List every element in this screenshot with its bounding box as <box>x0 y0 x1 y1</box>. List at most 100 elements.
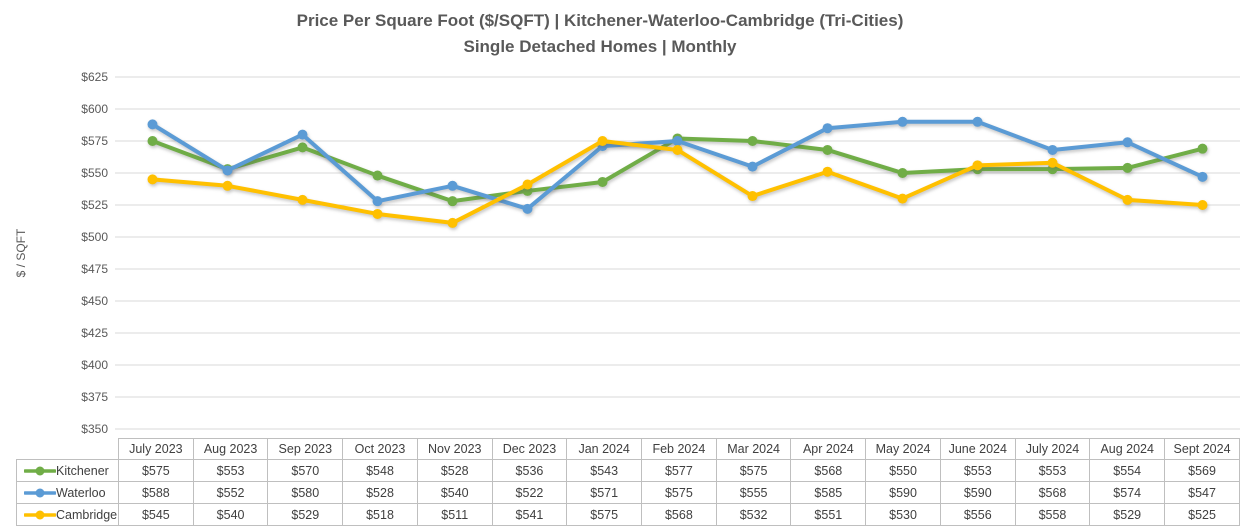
data-point-marker <box>447 180 458 191</box>
value-cell: $528 <box>342 481 418 504</box>
legend-cell: Kitchener <box>16 459 119 482</box>
data-point-marker <box>297 194 308 205</box>
data-point-marker <box>897 168 908 178</box>
chart-title: Price Per Square Foot ($/SQFT) | Kitchen… <box>0 8 1200 60</box>
data-point-marker <box>897 193 908 204</box>
y-tick-label: $475 <box>81 262 108 276</box>
value-cell: $569 <box>1164 459 1240 482</box>
data-point-marker <box>1197 143 1208 154</box>
data-point-marker <box>822 166 833 177</box>
data-point-marker <box>672 136 683 146</box>
value-cell: $585 <box>790 481 867 504</box>
value-cell: $553 <box>192 459 269 482</box>
value-cell: $558 <box>1014 503 1091 526</box>
data-point-marker <box>597 176 608 187</box>
month-header: Aug 2024 <box>1089 438 1166 460</box>
value-cell: $580 <box>267 481 344 504</box>
series-waterloo <box>147 116 1208 214</box>
value-cell: $543 <box>566 459 643 482</box>
month-header: July 2023 <box>118 438 194 460</box>
month-header: May 2024 <box>865 438 941 460</box>
data-point-marker <box>522 179 533 190</box>
data-point-marker <box>972 160 983 171</box>
legend-cell: Cambridge <box>16 503 119 526</box>
value-cell: $540 <box>416 481 493 504</box>
gridlines <box>115 76 1240 430</box>
data-point-marker <box>372 170 383 181</box>
data-point-marker <box>147 119 158 130</box>
value-cell: $590 <box>865 481 941 504</box>
value-cell: $532 <box>715 503 792 526</box>
data-point-marker <box>372 208 383 219</box>
data-point-marker <box>447 196 458 207</box>
month-header: Feb 2024 <box>641 438 717 460</box>
data-table: July 2023 Aug 2023 Sep 2023 Oct 2023 Nov 202… <box>16 438 1240 526</box>
value-cell: $547 <box>1164 481 1240 504</box>
month-header: July 2024 <box>1014 438 1091 460</box>
value-cell: $577 <box>641 459 717 482</box>
data-point-marker <box>897 116 908 127</box>
data-point-marker <box>972 116 983 127</box>
data-point-marker <box>522 203 533 214</box>
value-cell: $568 <box>641 503 717 526</box>
y-tick-label: $550 <box>81 166 108 180</box>
value-cell: $540 <box>192 503 269 526</box>
chart-title-line2: Single Detached Homes | Monthly <box>463 37 737 56</box>
month-header: Oct 2023 <box>342 438 418 460</box>
y-tick-label: $400 <box>81 358 108 372</box>
value-cell: $568 <box>790 459 867 482</box>
data-point-marker <box>1122 137 1133 148</box>
value-cell: $574 <box>1089 481 1166 504</box>
line-chart <box>115 76 1240 430</box>
data-point-marker <box>747 161 758 172</box>
value-cell: $571 <box>566 481 643 504</box>
value-cell: $529 <box>267 503 344 526</box>
month-header: Aug 2023 <box>192 438 269 460</box>
value-cell: $518 <box>342 503 418 526</box>
data-point-marker <box>222 180 233 191</box>
month-header: Dec 2023 <box>491 438 568 460</box>
month-header: Nov 2023 <box>416 438 493 460</box>
table-corner-blank <box>17 439 119 460</box>
month-header: Apr 2024 <box>790 438 867 460</box>
data-point-marker <box>297 129 308 140</box>
value-cell: $553 <box>939 459 1016 482</box>
legend-label: Waterloo <box>56 485 106 500</box>
value-cell: $575 <box>715 459 792 482</box>
value-cell: $511 <box>416 503 493 526</box>
table-row-cambridge: Cambridge $545 $540 $529 $518 $511 $541 $575 $56… <box>16 503 1240 526</box>
data-point-marker <box>597 136 608 146</box>
y-tick-label: $425 <box>81 326 108 340</box>
y-tick-label: $575 <box>81 134 108 148</box>
series-cambridge <box>147 136 1208 228</box>
data-point-marker <box>1047 157 1058 168</box>
legend-cell: Waterloo <box>16 481 119 504</box>
data-point-marker <box>822 144 833 155</box>
month-header: Jan 2024 <box>566 438 643 460</box>
y-tick-label: $500 <box>81 230 108 244</box>
data-point-marker <box>1047 144 1058 155</box>
month-header: June 2024 <box>939 438 1016 460</box>
data-point-marker <box>1122 194 1133 205</box>
value-cell: $554 <box>1089 459 1166 482</box>
data-point-marker <box>297 142 308 153</box>
data-point-marker <box>1197 200 1208 210</box>
value-cell: $568 <box>1014 481 1091 504</box>
table-row-waterloo: Waterloo $588 $552 $580 $528 $540 $522 $571 $575… <box>16 481 1240 504</box>
value-cell: $555 <box>715 481 792 504</box>
data-point-marker <box>822 123 833 134</box>
y-tick-label: $350 <box>81 422 108 436</box>
month-header: Sep 2023 <box>267 438 344 460</box>
value-cell: $536 <box>491 459 568 482</box>
data-point-marker <box>372 196 383 207</box>
value-cell: $528 <box>416 459 493 482</box>
data-point-marker <box>747 136 758 146</box>
value-cell: $529 <box>1089 503 1166 526</box>
value-cell: $541 <box>491 503 568 526</box>
value-cell: $548 <box>342 459 418 482</box>
value-cell: $588 <box>118 481 194 504</box>
value-cell: $522 <box>491 481 568 504</box>
data-point-marker <box>447 217 458 228</box>
month-header: Sept 2024 <box>1164 438 1240 460</box>
value-cell: $552 <box>192 481 269 504</box>
